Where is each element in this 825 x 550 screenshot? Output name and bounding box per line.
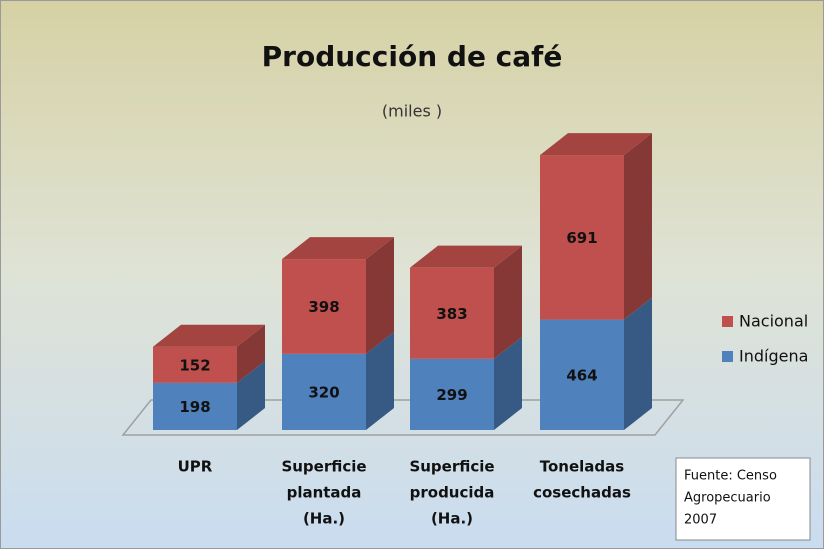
legend-swatch — [722, 316, 733, 327]
value-label: 398 — [308, 298, 339, 316]
bar — [540, 319, 624, 430]
legend-label: Nacional — [739, 312, 808, 331]
floor — [121, 399, 685, 436]
bar — [410, 267, 494, 359]
bar — [410, 358, 494, 430]
x-tick-label: cosechadas — [533, 484, 631, 502]
legend-label: Indígena — [739, 347, 808, 366]
x-tick-label: producida — [410, 484, 495, 502]
bar-side — [237, 324, 265, 383]
bar — [540, 155, 624, 320]
x-tick-label: plantada — [287, 484, 362, 502]
bar-side — [494, 245, 522, 359]
chart-title: Producción de café — [262, 40, 563, 73]
bar — [153, 346, 237, 383]
note: Fuente: Censo — [684, 469, 777, 484]
note-box — [675, 457, 811, 541]
bar-side — [624, 297, 652, 430]
bar-side — [366, 237, 394, 354]
note: 2007 — [684, 513, 717, 528]
bar — [153, 382, 237, 430]
value-label: 691 — [566, 229, 597, 247]
value-label: 383 — [436, 305, 467, 323]
bar-side — [237, 360, 265, 430]
bar-top — [540, 133, 652, 156]
x-tick-label: Superficie — [281, 458, 366, 476]
x-tick-label: (Ha.) — [303, 510, 345, 528]
bar-top — [153, 324, 265, 347]
value-label: 464 — [566, 366, 597, 384]
x-tick-label: UPR — [178, 458, 213, 476]
x-tick-label: Superficie — [409, 458, 494, 476]
bar-side — [624, 133, 652, 320]
value-label: 152 — [179, 356, 210, 374]
bar-top — [410, 245, 522, 268]
x-tick-label: (Ha.) — [431, 510, 473, 528]
x-tick-label: Toneladas — [540, 458, 625, 476]
bar-side — [366, 331, 394, 430]
value-label: 198 — [179, 398, 210, 416]
bar-side — [494, 336, 522, 430]
bar — [282, 353, 366, 430]
legend-swatch — [722, 351, 733, 362]
value-label: 299 — [436, 386, 467, 404]
bar — [282, 259, 366, 354]
note: Agropecuario — [684, 491, 771, 506]
bar-top — [282, 237, 394, 260]
value-label: 320 — [308, 383, 339, 401]
chart-subtitle: (miles ) — [382, 102, 442, 121]
